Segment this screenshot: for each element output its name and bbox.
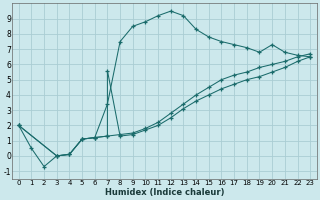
X-axis label: Humidex (Indice chaleur): Humidex (Indice chaleur) (105, 188, 224, 197)
